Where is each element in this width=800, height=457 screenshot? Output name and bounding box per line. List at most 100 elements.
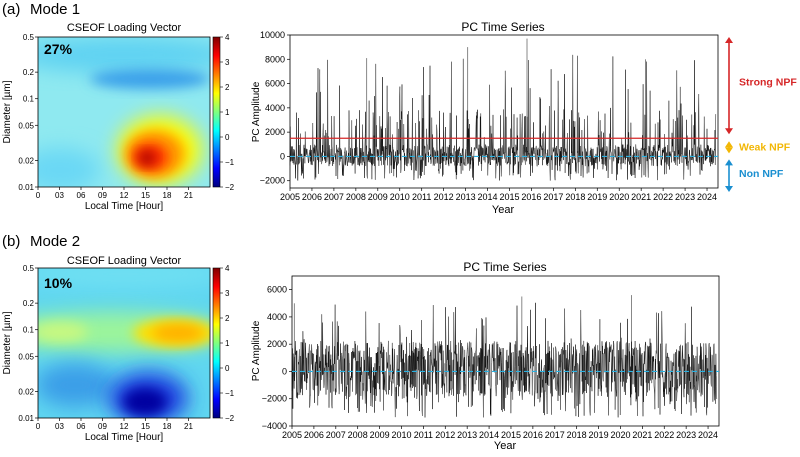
panel-b-label: (b) bbox=[2, 233, 20, 250]
heatmap-b-title: CSEOF Loading Vector bbox=[67, 255, 182, 267]
ts-xtick-label: 2014 bbox=[479, 430, 499, 440]
colorbar-tick-label: −2 bbox=[225, 414, 235, 423]
heatmap-ytick-label: 0.1 bbox=[23, 95, 35, 104]
ts-xtick-label: 2009 bbox=[368, 192, 388, 202]
heatmap-ytick-label: 0.1 bbox=[23, 326, 35, 335]
heatmap-xtick-label: 15 bbox=[141, 422, 150, 431]
heatmap-xtick-label: 18 bbox=[163, 422, 172, 431]
ts-xtick-label: 2014 bbox=[478, 192, 498, 202]
npf-arrow-head-down bbox=[725, 128, 733, 135]
heatmap-ytick-label: 0.2 bbox=[23, 68, 35, 77]
heatmap-b-ylabel: Diameter [µm] bbox=[2, 311, 13, 374]
ts-xtick-label: 2006 bbox=[302, 192, 322, 202]
ts-xtick-label: 2022 bbox=[653, 192, 673, 202]
timeseries-b-frame bbox=[291, 275, 720, 427]
panel-b-mode-label: Mode 2 bbox=[30, 233, 80, 250]
heatmap-b-colorbar bbox=[212, 267, 221, 419]
ts-xtick-label: 2012 bbox=[435, 430, 455, 440]
ts-xtick-label: 2007 bbox=[324, 192, 344, 202]
timeseries-b-xlabel: Year bbox=[494, 440, 517, 452]
timeseries-a-series bbox=[289, 38, 717, 181]
ts-ytick-label: −2000 bbox=[262, 394, 287, 404]
heatmap-a-field bbox=[38, 37, 210, 187]
timeseries-b-title: PC Time Series bbox=[463, 260, 546, 274]
panel-a-mode-label: Mode 1 bbox=[30, 1, 80, 18]
ts-xtick-label: 2011 bbox=[414, 430, 433, 440]
npf-annotation-label: Non NPF bbox=[739, 168, 784, 180]
ts-xtick-label: 2008 bbox=[348, 430, 368, 440]
colorbar-tick-label: 0 bbox=[225, 364, 230, 373]
ts-ytick-label: 6000 bbox=[267, 285, 287, 295]
heatmap-b-yticks: 0.01 0.02 0.05 0.1 0.2 0.5 bbox=[18, 264, 38, 423]
heatmap-ytick-label: 0.2 bbox=[23, 299, 35, 308]
colorbar-tick-label: 2 bbox=[225, 83, 230, 92]
heatmap-a-yticks: 0.01 0.02 0.05 0.1 0.2 0.5 bbox=[18, 33, 38, 192]
heatmap-a-percent: 27% bbox=[44, 41, 73, 57]
timeseries-a-ylabel: PC Amplitude bbox=[251, 81, 262, 142]
npf-annotations: Strong NPF Weak NPF Non NPF bbox=[725, 37, 797, 192]
heatmap-ytick-label: 0.01 bbox=[18, 183, 34, 192]
ts-ytick-label: 0 bbox=[282, 366, 287, 376]
timeseries-b-series bbox=[291, 295, 718, 418]
ts-xtick-label: 2009 bbox=[370, 430, 390, 440]
ts-xtick-label: 2018 bbox=[565, 192, 585, 202]
ts-xtick-label: 2020 bbox=[609, 192, 629, 202]
ts-xtick-label: 2005 bbox=[282, 430, 302, 440]
colorbar-tick-label: 3 bbox=[225, 289, 230, 298]
heatmap-b: CSEOF Loading Vector 10% 0 03 06 09 12 15 18 21… bbox=[2, 255, 235, 443]
heatmap-ytick-label: 0.05 bbox=[18, 352, 34, 361]
heatmap-xtick-label: 15 bbox=[141, 191, 150, 200]
colorbar-tick-label: 1 bbox=[225, 339, 230, 348]
ts-ytick-label: 8000 bbox=[265, 54, 285, 64]
ts-ytick-label: 0 bbox=[280, 151, 285, 161]
ts-xtick-label: 2011 bbox=[412, 192, 431, 202]
ts-ytick-label: 2000 bbox=[265, 127, 285, 137]
heatmap-a-xticks: 0 03 06 09 12 15 18 21 bbox=[36, 187, 193, 200]
heatmap-xtick-label: 09 bbox=[98, 191, 107, 200]
npf-arrow-head-up bbox=[725, 141, 733, 148]
ts-xtick-label: 2020 bbox=[610, 430, 630, 440]
colorbar-tick-label: −2 bbox=[225, 183, 235, 192]
timeseries-a-title: PC Time Series bbox=[461, 20, 544, 34]
npf-arrow-head-down bbox=[725, 186, 733, 192]
timeseries-b-ylabel: PC Amplitude bbox=[251, 320, 262, 381]
heatmap-a-colorbar bbox=[212, 36, 221, 188]
panel-b: (b) Mode 2 CSEOF Loading Vector 10% 0 0 3 0… bbox=[2, 233, 720, 452]
heatmap-xtick-label: 18 bbox=[163, 191, 172, 200]
ts-xtick-label: 2024 bbox=[697, 192, 717, 202]
ts-xtick-label: 2010 bbox=[391, 430, 411, 440]
ts-ytick-label: 6000 bbox=[265, 79, 285, 89]
heatmap-ytick-label: 0.01 bbox=[18, 414, 34, 423]
heatmap-xtick-label: 0 bbox=[36, 422, 41, 431]
ts-xtick-label: 2015 bbox=[499, 192, 519, 202]
timeseries-a-xticks: 2005 2006 2007 2008 2009 2010 2011 2012 2013 2014… bbox=[280, 188, 717, 202]
heatmap-b-field bbox=[38, 268, 210, 418]
ts-xtick-label: 2006 bbox=[304, 430, 324, 440]
heatmap-b-percent: 10% bbox=[44, 275, 73, 291]
heatmap-xtick-label: 21 bbox=[184, 191, 193, 200]
ts-ytick-label: 4000 bbox=[265, 103, 285, 113]
ts-xtick-label: 2018 bbox=[567, 430, 587, 440]
colorbar-tick-label: −1 bbox=[225, 158, 235, 167]
heatmap-xtick-label: 09 bbox=[98, 422, 107, 431]
ts-xtick-label: 2012 bbox=[434, 192, 454, 202]
ts-xtick-label: 2007 bbox=[326, 430, 346, 440]
colorbar-tick-label: 4 bbox=[225, 33, 230, 42]
npf-arrow-head-up bbox=[725, 37, 733, 43]
heatmap-xtick-label: 21 bbox=[184, 422, 193, 431]
heatmap-ytick-label: 0.5 bbox=[23, 264, 35, 273]
heatmap-ytick-label: 0.5 bbox=[23, 33, 35, 42]
ts-ytick-label: −4000 bbox=[262, 421, 287, 431]
ts-xtick-label: 2021 bbox=[631, 192, 651, 202]
heatmap-a-xlabel: Local Time [Hour] bbox=[85, 201, 164, 212]
npf-annotation-label: Weak NPF bbox=[739, 141, 791, 153]
timeseries-a-xlabel: Year bbox=[492, 204, 515, 216]
ts-ytick-label: 2000 bbox=[267, 339, 287, 349]
heatmap-b-xlabel: Local Time [Hour] bbox=[85, 432, 164, 443]
ts-xtick-label: 2008 bbox=[346, 192, 366, 202]
ts-xtick-label: 2019 bbox=[587, 192, 607, 202]
heatmap-xtick-label: 06 bbox=[77, 191, 86, 200]
colorbar-tick-label: 3 bbox=[225, 58, 230, 67]
ts-xtick-label: 2019 bbox=[589, 430, 609, 440]
